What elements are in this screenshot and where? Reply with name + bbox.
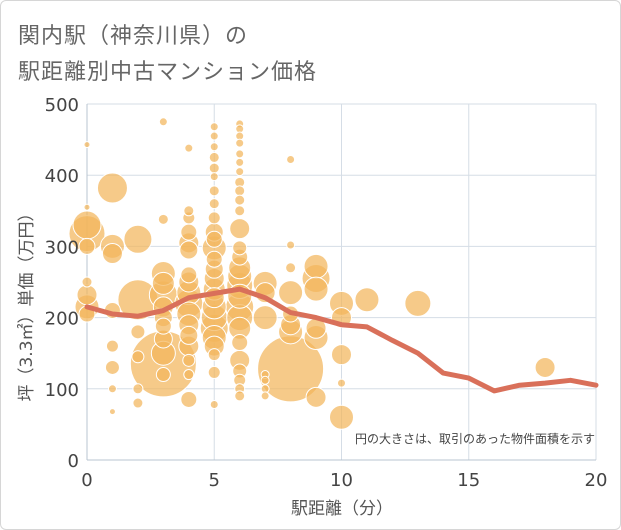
bubble-point [252,305,278,331]
bubble-point [207,348,221,362]
bubble-point [286,155,296,165]
bubble-point [337,378,346,388]
bubble-point [184,143,194,153]
bubble-point [154,317,172,335]
bubble-point [260,391,270,401]
y-axis-label: 坪（3.3㎡）単価（万円） [17,204,37,401]
bubble-point [108,408,116,416]
bubble-point [76,284,98,306]
bubble-point [209,131,219,141]
x-tick-labels: 0 5 10 15 20 [81,470,607,491]
bubble-point [105,339,119,353]
bubble-point [234,185,246,197]
bubble-point [155,367,171,383]
bubble-point [232,240,248,256]
bubble-point [179,240,199,260]
bubble-point [234,205,246,217]
x-tick-label: 0 [81,470,92,491]
bubble-point [183,205,195,217]
bubble-point [151,271,175,295]
bubble-point [132,397,144,409]
bubble-point [305,386,327,408]
y-tick-label: 200 [45,309,79,330]
bubble-point [180,266,198,284]
y-tick-label: 100 [45,380,79,401]
size-note: 円の大きさは、取引のあった物件面積を示す [355,431,595,446]
bubble-point [534,356,556,378]
bubble-point [123,224,153,254]
bubble-point [101,243,123,265]
chart-title-line2: 駅距離別中古マンション価格 [18,60,318,85]
bubble-point [303,276,329,302]
bubble-point [132,383,144,395]
y-tick-label: 300 [45,237,79,258]
x-axis-label: 駅距離（分） [291,499,393,519]
bubble-point [157,213,169,225]
bubble-point [205,250,223,268]
bubble-point [158,117,168,127]
bubble-point [208,162,220,174]
bubble-point [180,223,198,241]
bubble-point [235,138,245,148]
bubble-point [130,324,146,340]
bubble-point [209,399,219,409]
bubble-point [404,289,432,317]
bubble-point [83,141,91,149]
bubble-point [83,203,91,211]
bubble-point [78,237,96,255]
bubble-point [329,404,354,430]
y-tick-label: 500 [45,95,79,116]
bubble-point [331,344,352,366]
bubble-point [303,253,329,279]
bubble-point [182,353,196,367]
bubble-point [209,142,219,152]
bubble-point [209,122,219,132]
bubble-layer [68,117,556,430]
bubble-point [354,287,380,313]
bubble-point [231,334,249,352]
trend-line [84,286,599,394]
bubble-point [96,172,128,204]
bubble-point [285,262,297,274]
bubble-point [208,198,220,210]
bubble-point [208,151,220,163]
bubble-point [131,350,145,364]
y-tick-labels: 0 100 200 300 400 500 [45,95,79,472]
bubble-point [286,240,296,250]
bubble-point [260,375,270,385]
bubble-point [235,157,245,167]
bubble-point [107,384,117,394]
bubble-point [207,211,221,225]
bubble-point [179,325,199,345]
x-tick-label: 20 [585,470,608,491]
x-tick-label: 5 [209,470,220,491]
bubble-point [207,365,221,379]
bubble-point [278,280,304,306]
bubble-point [209,172,219,182]
y-tick-label: 400 [45,166,79,187]
x-tick-label: 10 [330,470,353,491]
x-tick-label: 15 [457,470,480,491]
bubble-point [229,218,251,240]
bubble-point [72,210,102,240]
bubble-point [208,185,220,197]
bubble-point [180,390,198,408]
bubble-point [104,359,120,375]
bubble-point [234,194,246,206]
bubble-point [205,230,223,248]
y-tick-label: 0 [68,451,79,472]
bubble-point [235,149,245,159]
chart-title-line1: 関内駅（神奈川県）の [18,24,249,49]
bubble-point [81,276,93,288]
bubble-point [235,167,245,177]
bubble-point [234,390,246,402]
bubble-point [183,369,195,381]
